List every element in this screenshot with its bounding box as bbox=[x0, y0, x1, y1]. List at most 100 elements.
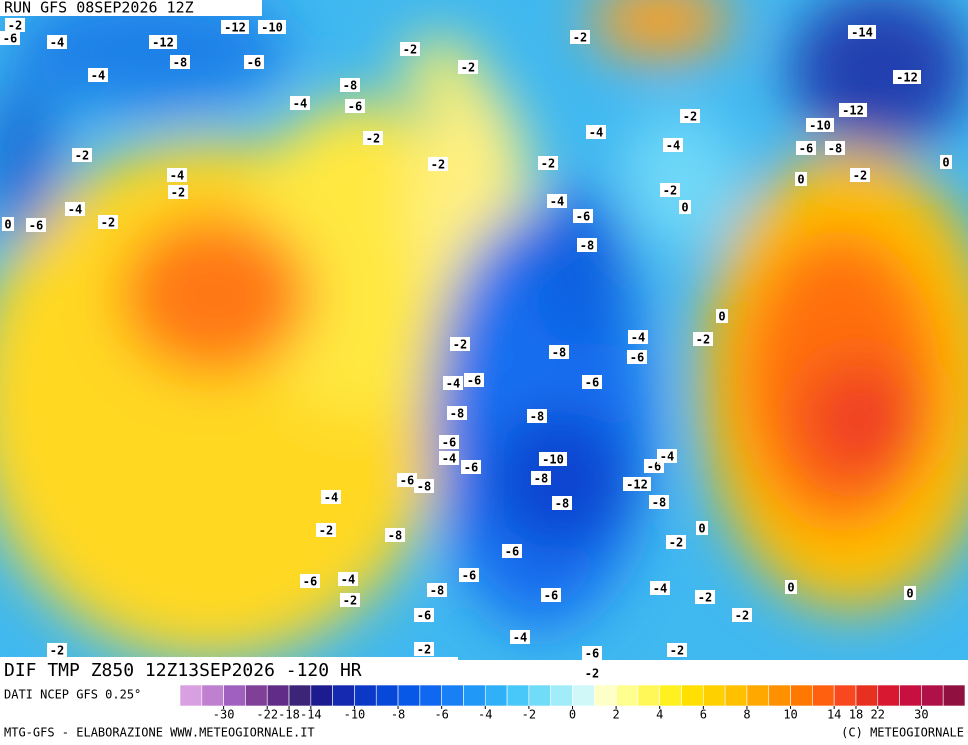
label-box bbox=[47, 35, 67, 49]
contour-label: -8 bbox=[430, 584, 444, 598]
colorbar-swatch bbox=[899, 684, 922, 707]
credit-right: (C) METEOGIORNALE bbox=[841, 726, 964, 740]
label-box bbox=[459, 568, 479, 582]
colorbar-tick-label: -18 bbox=[278, 708, 300, 722]
label-box bbox=[795, 172, 807, 186]
run-label: RUN GFS 08SEP2026 12Z bbox=[4, 0, 194, 17]
label-box bbox=[72, 148, 92, 162]
temperature-anomaly-field bbox=[0, 0, 968, 660]
label-box bbox=[443, 376, 463, 390]
contour-label: -2 bbox=[698, 591, 712, 605]
label-box bbox=[502, 544, 522, 558]
colorbar-tick-label: -2 bbox=[522, 708, 536, 722]
label-box bbox=[582, 646, 602, 660]
colorbar-tick-label: -30 bbox=[213, 708, 235, 722]
label-box bbox=[2, 217, 14, 231]
label-box bbox=[839, 103, 867, 117]
label-box bbox=[538, 156, 558, 170]
colorbar-tick-label: 14 bbox=[827, 708, 841, 722]
contour-label: -2 bbox=[50, 644, 64, 658]
contour-label: -12 bbox=[896, 71, 918, 85]
colorbar-tick-label: -4 bbox=[478, 708, 492, 722]
contour-label: -4 bbox=[91, 69, 105, 83]
contour-label: -8 bbox=[343, 79, 357, 93]
contour-label: -6 bbox=[630, 351, 644, 365]
contour-label: -6 bbox=[29, 219, 43, 233]
label-box bbox=[893, 70, 921, 84]
contour-label: -14 bbox=[851, 26, 873, 40]
contour-label: -6 bbox=[417, 609, 431, 623]
contour-label: -6 bbox=[799, 142, 813, 156]
label-box bbox=[26, 218, 46, 232]
label-box bbox=[400, 42, 420, 56]
colorbar-tick-label: 10 bbox=[783, 708, 797, 722]
contour-label: -8 bbox=[534, 472, 548, 486]
label-box bbox=[321, 490, 341, 504]
colorbar-swatch bbox=[746, 684, 770, 707]
label-box bbox=[414, 642, 434, 656]
contour-label: -6 bbox=[576, 210, 590, 224]
contour-label: -2 bbox=[366, 132, 380, 146]
label-box bbox=[577, 238, 597, 252]
contour-labels: -2-6 -4 -12-12 -10-8 -6-4-2-2-2 -14-12-8-4 -6-… bbox=[0, 18, 952, 681]
label-box bbox=[427, 583, 447, 597]
contour-label: -2 bbox=[735, 609, 749, 623]
label-box bbox=[510, 630, 530, 644]
label-box bbox=[940, 155, 952, 169]
colorbar-swatch bbox=[790, 684, 813, 707]
label-box bbox=[848, 25, 876, 39]
colorbar-swatch bbox=[768, 684, 791, 707]
contour-label: -2 bbox=[171, 186, 185, 200]
contour-label: -8 bbox=[173, 56, 187, 70]
label-box bbox=[796, 141, 816, 155]
colorbar-swatch bbox=[201, 684, 224, 707]
label-box bbox=[850, 168, 870, 182]
colorbar-swatch bbox=[375, 684, 399, 707]
label-box bbox=[447, 406, 467, 420]
label-box bbox=[414, 479, 434, 493]
contour-label: -4 bbox=[660, 450, 674, 464]
colorbar-swatch bbox=[288, 684, 312, 707]
contour-label: -4 bbox=[666, 139, 680, 153]
label-box bbox=[149, 35, 177, 49]
label-box bbox=[439, 435, 459, 449]
contour-label: 0 bbox=[906, 587, 913, 601]
contour-label: -8 bbox=[555, 497, 569, 511]
contour-label: -2 bbox=[573, 31, 587, 45]
contour-label: -4 bbox=[341, 573, 355, 587]
label-box bbox=[300, 574, 320, 588]
label-box bbox=[679, 200, 691, 214]
label-box bbox=[570, 30, 590, 44]
colorbar-swatch bbox=[245, 684, 268, 707]
contour-label: -6 bbox=[247, 56, 261, 70]
label-box bbox=[531, 471, 551, 485]
contour-label: -4 bbox=[442, 452, 456, 466]
contour-label: -4 bbox=[631, 331, 645, 345]
contour-label: -2 bbox=[585, 667, 599, 681]
label-box bbox=[439, 451, 459, 465]
label-box bbox=[649, 495, 669, 509]
contour-label: -6 bbox=[467, 374, 481, 388]
label-box bbox=[627, 350, 647, 364]
label-box bbox=[628, 330, 648, 344]
contour-label: -4 bbox=[293, 97, 307, 111]
label-box bbox=[0, 31, 20, 45]
contour-label: -6 bbox=[464, 461, 478, 475]
colorbar: -30 -22 -18 -14 -10 -8 -6 -4 -2 0 2 4 6 8 10 14 18 22 30 bbox=[179, 684, 966, 722]
contour-label: -2 bbox=[670, 644, 684, 658]
contour-label: -8 bbox=[417, 480, 431, 494]
contour-label: -6 bbox=[303, 575, 317, 589]
contour-label: -4 bbox=[170, 169, 184, 183]
contour-label: -6 bbox=[400, 474, 414, 488]
colorbar-swatch bbox=[877, 684, 900, 707]
label-box bbox=[732, 608, 752, 622]
contour-label: -6 bbox=[585, 647, 599, 661]
colorbar-tick-label: 6 bbox=[700, 708, 707, 722]
label-box bbox=[660, 183, 680, 197]
colorbar-swatch bbox=[397, 684, 421, 707]
label-box bbox=[338, 572, 358, 586]
contour-label: -6 bbox=[462, 569, 476, 583]
colorbar-tick-label: 18 bbox=[849, 708, 863, 722]
contour-label: -10 bbox=[261, 21, 283, 35]
colorbar-swatch bbox=[179, 684, 203, 707]
